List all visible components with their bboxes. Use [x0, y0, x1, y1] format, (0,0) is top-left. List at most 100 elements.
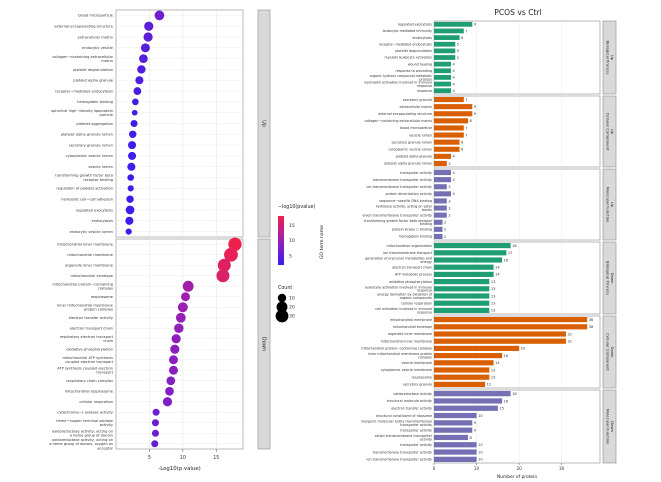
term-label: cytochrome−c oxidase activity — [57, 411, 113, 415]
facet-label: DownCellular Component — [605, 333, 615, 371]
bar-value-label: 13 — [491, 294, 496, 298]
dot-point — [224, 247, 238, 262]
size-legend-dot — [275, 309, 289, 323]
term-label: ATP synthesis coupled electron transport — [57, 366, 113, 374]
term-label: mitochondrial envelope — [71, 274, 114, 278]
dot-point — [166, 376, 176, 386]
bar-value-label: 5 — [457, 49, 459, 53]
bar — [434, 169, 452, 176]
dot-point — [144, 21, 154, 31]
bar — [434, 139, 460, 145]
bar-category-label: transmembrane transporter activity — [373, 450, 432, 454]
bar-category-label: myeloid leukocyte activation — [385, 56, 432, 60]
bar — [434, 41, 456, 47]
bar-value-label: 31 — [567, 332, 572, 336]
bar-chart: PCOS vs Ctrl 9 regulated exocytosis 7 leukoc… — [319, 8, 617, 480]
bar-category-label: transporter activity — [400, 428, 432, 432]
term-label: cytoplasmic vesicle lumen — [66, 154, 113, 158]
dot-point — [127, 151, 137, 160]
color-legend-title: −log10(pvalue) — [278, 204, 315, 210]
size-legend-dot — [276, 301, 288, 313]
bar-category-label: platelet degranulation — [395, 49, 432, 53]
color-tick-label: 10 — [289, 238, 295, 244]
color-tick-label: 5 — [289, 253, 292, 259]
bar — [434, 212, 447, 218]
bar — [434, 125, 464, 131]
bar-value-label: 16 — [504, 399, 509, 403]
x-tick-label: 30 — [559, 466, 565, 471]
bar — [434, 300, 490, 306]
term-label: respirasome — [91, 295, 114, 299]
x-tick-label: 5 — [148, 455, 151, 461]
facet-strip — [602, 20, 617, 95]
bar — [434, 405, 498, 411]
bar — [434, 81, 452, 87]
bar — [434, 35, 460, 40]
term-label: oxidoreductase activity, acting on a heme… — [49, 438, 113, 450]
dot-point — [140, 43, 150, 53]
bar — [434, 317, 588, 323]
bar-category-label: cytoplasmic vesicle membrane — [381, 368, 432, 372]
bar-category-label: secretory granule — [403, 98, 432, 102]
bar-category-label: protein kinase C binding — [392, 228, 432, 232]
bar — [434, 360, 494, 366]
bar-category-label: respirasome — [412, 375, 432, 379]
bar — [434, 286, 490, 292]
bar-category-label: cytoplasmic vesicle lumen — [388, 147, 432, 151]
term-label: platelet aggregation — [76, 122, 113, 126]
term-label: electron transport chain — [70, 327, 113, 331]
term-label: endocytic vesicle lumen — [70, 230, 113, 234]
bar-value-label: 7 — [465, 133, 467, 137]
dot-point — [132, 98, 139, 106]
dot-point — [162, 397, 173, 407]
term-label: vesicle lumen — [88, 165, 113, 169]
bar-category-label: transmembrane transporter activity — [373, 178, 432, 182]
dot-point — [133, 87, 142, 95]
term-label: inner mitochondrial membrane protein comp… — [57, 303, 114, 311]
bar-value-label: 9 — [474, 421, 477, 425]
bar — [434, 28, 464, 34]
dot-point — [165, 386, 174, 396]
bar-value-label: 17 — [508, 251, 513, 255]
bar — [434, 427, 473, 433]
bar-category-label: structural molecule activity — [387, 399, 432, 403]
bar-category-label: mitochondrial protein−containing complex — [361, 347, 432, 351]
dot-point — [217, 258, 231, 272]
chart-title: PCOS vs Ctrl — [494, 8, 541, 17]
bar — [434, 191, 452, 197]
bar-category-label: response — [417, 89, 432, 93]
dot-point — [139, 54, 148, 63]
bar-category-label: response to wounding — [396, 69, 432, 73]
bar-category-label: mitochondrial inner membrane — [381, 339, 432, 343]
bar-value-label: 4 — [453, 171, 456, 175]
term-label: extracellular matrix — [78, 35, 114, 39]
bar-category-label: organelle inner membrane — [388, 332, 432, 336]
bar-category-label: inner mitochondrial membrane protein comp… — [368, 352, 432, 359]
bar-value-label: 3 — [448, 206, 450, 210]
bar-value-label: 4 — [453, 178, 456, 182]
bar-category-label: ion transmembrane transport — [383, 251, 433, 255]
bar-value-label: 13 — [491, 302, 496, 306]
term-label: oxidative phosphorylation — [66, 348, 113, 352]
size-legend-label: 30 — [289, 314, 295, 320]
dotplot-legend: −log10(pvalue) 5 10 15 Count 10 20 30 — [275, 204, 315, 323]
term-label: secretory granule lumen — [69, 143, 113, 147]
facet-strip — [602, 241, 617, 315]
bar-value-label: 7 — [465, 126, 467, 130]
bar — [434, 48, 456, 54]
bar-value-label: 7 — [465, 29, 467, 33]
bar-category-label: vesicle lumen — [409, 133, 432, 137]
bar-category-label: mitochondrion organization — [387, 244, 432, 248]
facet-strip — [257, 238, 271, 450]
bar — [434, 271, 494, 277]
bar-value-label: 13 — [491, 376, 496, 380]
bar-value-label: 16 — [504, 354, 509, 358]
bar-value-label: 3 — [448, 162, 450, 166]
dot-point — [171, 334, 181, 344]
bar-category-label: oxidoreductase activity — [394, 392, 433, 396]
dot-point — [127, 185, 134, 192]
bar — [434, 279, 490, 285]
bar — [434, 398, 503, 404]
facet-label: UpMolecular Function — [605, 187, 615, 223]
bar-category-label: secretory granule — [403, 383, 432, 387]
